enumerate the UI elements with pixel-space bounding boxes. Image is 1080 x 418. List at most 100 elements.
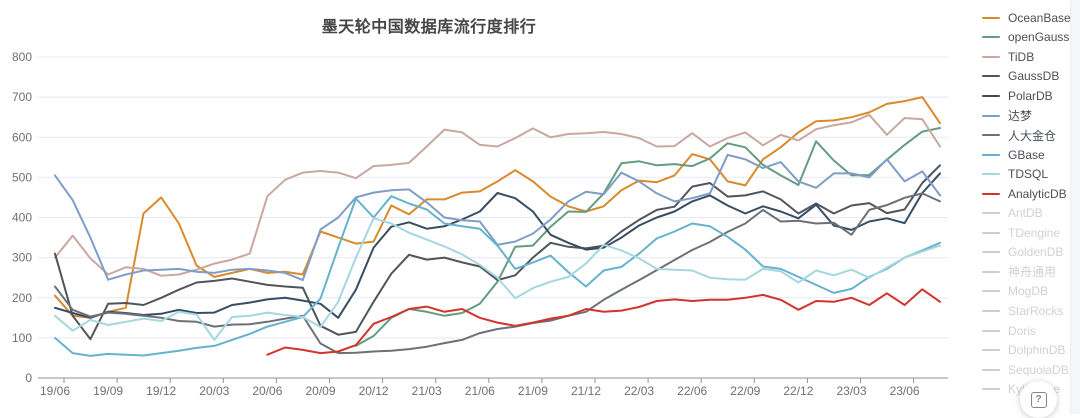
x-axis-label-22/12: 22/12 [783,384,813,398]
x-axis-label-20/03: 20/03 [199,384,229,398]
legend-line-swatch [982,251,1000,254]
legend-item-OceanBase[interactable]: OceanBase [982,8,1080,28]
legend-line-swatch [982,153,1000,156]
legend-line-swatch [982,309,1000,312]
legend-label: 达梦 [1008,109,1033,123]
legend-item-SequoiaDB[interactable]: SequoiaDB [982,360,1080,380]
y-axis-label-700: 700 [12,90,32,104]
y-axis-label-300: 300 [12,251,32,265]
legend-line-swatch [982,94,1000,97]
x-axis-label-19/06: 19/06 [40,384,70,398]
legend-label: AnalyticDB [1008,186,1067,201]
y-axis-label-800: 800 [12,50,32,64]
series-line-OceanBase[interactable] [54,96,941,319]
x-axis-label-21/03: 21/03 [412,384,442,398]
legend-item-openGauss[interactable]: openGauss [982,28,1080,48]
legend-line-swatch [982,16,1000,19]
x-axis-label-22/06: 22/06 [677,384,707,398]
legend-label: MogDB [1008,284,1049,299]
legend-item-AntDB[interactable]: AntDB [982,203,1080,223]
legend-item-TDSQL[interactable]: TDSQL [982,164,1080,184]
y-axis-label-100: 100 [12,331,32,345]
y-axis-label-0: 0 [25,371,32,385]
legend-item-达梦[interactable]: 达梦 [982,106,1080,126]
legend-label: 人大金仓 [1008,128,1057,143]
legend-line-swatch [982,134,1000,137]
x-axis-label-22/09: 22/09 [730,384,760,398]
legend-label: DolphinDB [1008,343,1066,358]
series-line-TDSQL[interactable] [54,217,941,341]
series-line-TiDB[interactable] [54,113,941,277]
page-edge-strip [1070,0,1080,414]
legend-line-swatch [982,270,1000,273]
legend-label: Doris [1008,323,1037,338]
series-line-GaussDB[interactable] [54,164,941,341]
legend-line-swatch [982,75,1000,78]
legend-label: openGauss [1008,30,1070,45]
series-line-AnalyticDB[interactable] [266,288,941,356]
series-line-GBase[interactable] [54,195,941,357]
y-axis-label-200: 200 [12,291,32,305]
legend-item-GBase[interactable]: GBase [982,145,1080,165]
legend-item-GaussDB[interactable]: GaussDB [982,67,1080,87]
legend-item-神舟通用[interactable]: 神舟通用 [982,262,1080,282]
chart-title: 墨天轮中国数据库流行度排行 [321,19,537,36]
legend-line-swatch [982,212,1000,215]
legend-line-swatch [982,192,1000,195]
legend-line-swatch [982,231,1000,234]
x-axis-label-22/03: 22/03 [624,384,654,398]
legend-item-AnalyticDB[interactable]: AnalyticDB [982,184,1080,204]
legend-label: TDengine [1008,225,1061,240]
legend-line-swatch [982,55,1000,58]
legend-line-swatch [982,173,1000,176]
legend-item-人大金仓[interactable]: 人大金仓 [982,125,1080,145]
x-axis-label-20/06: 20/06 [252,384,282,398]
series-lines [54,96,941,357]
axes [38,377,948,383]
legend-item-DolphinDB[interactable]: DolphinDB [982,340,1080,360]
x-axis-label-23/06: 23/06 [890,384,920,398]
series-line-PolarDB[interactable] [54,172,941,319]
legend-label: OceanBase [1008,10,1071,25]
legend-label: GaussDB [1008,69,1060,84]
legend-line-swatch [982,349,1000,352]
legend-item-TiDB[interactable]: TiDB [982,47,1080,67]
x-axis-label-20/12: 20/12 [359,384,389,398]
legend-label: TDSQL [1008,167,1049,182]
legend-label: SequoiaDB [1008,362,1069,377]
legend-item-StarRocks[interactable]: StarRocks [982,301,1080,321]
series-line-openGauss[interactable] [354,127,941,347]
legend-label: GBase [1008,147,1045,162]
x-axis-label-21/12: 21/12 [571,384,601,398]
x-axis-label-20/09: 20/09 [305,384,335,398]
legend-item-TDengine[interactable]: TDengine [982,223,1080,243]
x-axis-label-23/03: 23/03 [836,384,866,398]
legend-line-swatch [982,329,1000,332]
question-mark-icon: ? [1030,391,1047,408]
y-axis-label-400: 400 [12,211,32,225]
legend: OceanBase openGauss TiDB GaussDB PolarDB 达梦人大… [982,8,1080,399]
y-axis-labels: 0 100 200 300 400 500 600 700 800 [12,50,32,385]
legend-item-GoldenDB[interactable]: GoldenDB [982,243,1080,263]
legend-label: 神舟通用 [1008,265,1057,280]
legend-label: TiDB [1008,49,1035,64]
legend-label: GoldenDB [1008,245,1064,260]
legend-item-PolarDB[interactable]: PolarDB [982,86,1080,106]
y-axis-label-500: 500 [12,170,32,184]
legend-item-MogDB[interactable]: MogDB [982,282,1080,302]
legend-label: AntDB [1008,206,1043,221]
legend-label: PolarDB [1008,88,1053,103]
x-axis-label-21/09: 21/09 [518,384,548,398]
legend-line-swatch [982,388,1000,391]
legend-item-Doris[interactable]: Doris [982,321,1080,341]
legend-line-swatch [982,36,1000,39]
y-axis-label-600: 600 [12,130,32,144]
x-axis-label-21/06: 21/06 [465,384,495,398]
legend-line-swatch [982,114,1000,117]
legend-label: StarRocks [1008,303,1064,318]
x-axis-label-19/12: 19/12 [146,384,176,398]
x-axis-labels: 19/06 19/09 19/12 20/03 20/06 20/09 20/12 21/03… [40,384,920,398]
help-button[interactable]: ? [1020,381,1057,418]
